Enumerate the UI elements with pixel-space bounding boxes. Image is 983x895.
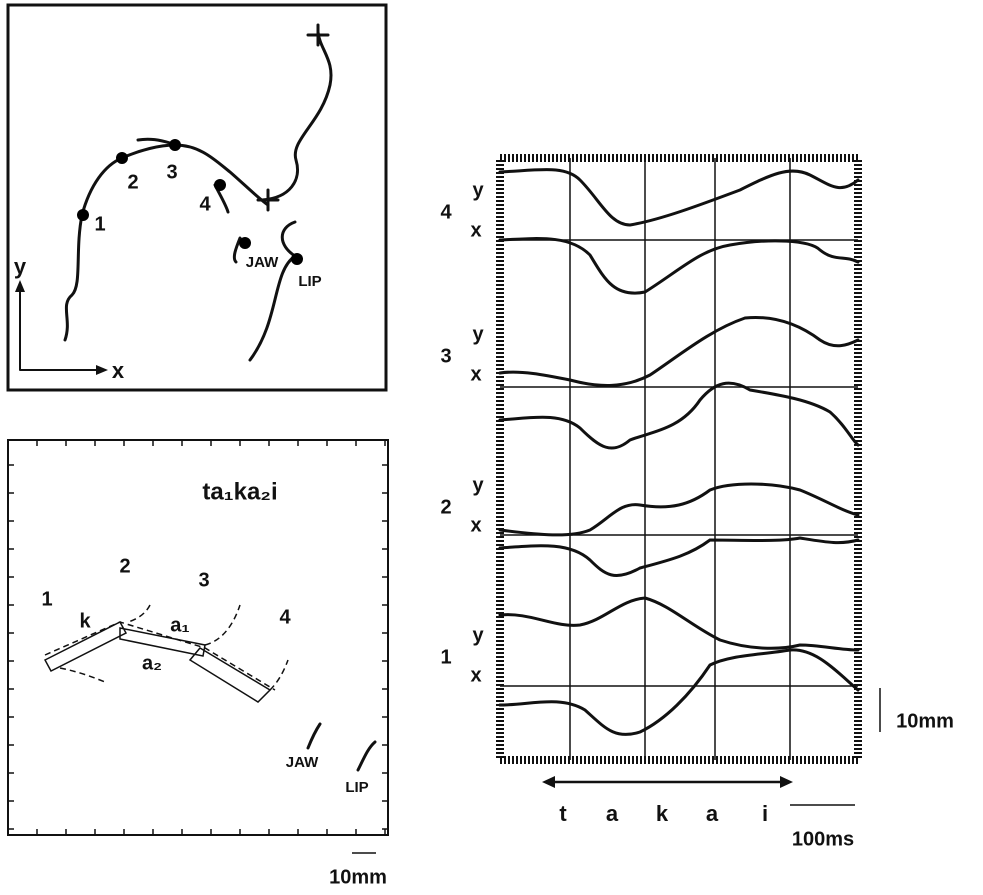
lip-label: LIP bbox=[298, 273, 321, 290]
trace bbox=[500, 538, 858, 576]
phoneme: a bbox=[606, 801, 619, 826]
time-lines bbox=[500, 158, 858, 760]
phoneme: t bbox=[559, 801, 567, 826]
panel-title: ta₁ka₂i bbox=[202, 478, 277, 505]
segment-label: k bbox=[79, 610, 91, 632]
channel-label: 1 bbox=[440, 646, 451, 668]
dot bbox=[169, 139, 181, 151]
lip-curve bbox=[262, 32, 331, 200]
channel-y: y bbox=[472, 474, 484, 496]
trace bbox=[500, 598, 858, 650]
trace bbox=[500, 170, 858, 225]
dot bbox=[214, 179, 226, 191]
page: y x 1 2 3 4 JAW LIP ta₁ka₂i 1 2 3 4 k a₁… bbox=[0, 0, 983, 895]
channel-label: 4 bbox=[440, 201, 452, 223]
channel-y: y bbox=[472, 624, 484, 646]
trace bbox=[500, 484, 858, 535]
dot bbox=[116, 152, 128, 164]
channel-label: 3 bbox=[440, 345, 451, 367]
lip-label: LIP bbox=[345, 779, 368, 796]
arrowheads bbox=[15, 280, 108, 375]
channel-label: 2 bbox=[440, 496, 451, 518]
phoneme: a bbox=[706, 801, 719, 826]
point-label: 4 bbox=[199, 193, 211, 215]
dot bbox=[239, 237, 251, 249]
axis-label: x bbox=[112, 358, 125, 383]
scale-bar bbox=[790, 688, 880, 805]
channel-y: y bbox=[472, 179, 484, 201]
point-label: 3 bbox=[166, 161, 177, 183]
channel-y: y bbox=[472, 323, 484, 345]
jaw-label: JAW bbox=[246, 254, 279, 271]
trace bbox=[500, 239, 858, 294]
ticks bbox=[8, 440, 388, 835]
axes bbox=[20, 290, 98, 370]
channel-x: x bbox=[470, 514, 481, 536]
dot bbox=[77, 209, 89, 221]
figure: y x 1 2 3 4 JAW LIP ta₁ka₂i 1 2 3 4 k a₁… bbox=[0, 0, 983, 895]
panel-frame bbox=[8, 440, 388, 835]
phoneme: k bbox=[656, 801, 669, 826]
axis-label: y bbox=[14, 254, 27, 279]
scale-label: 10mm bbox=[329, 866, 387, 888]
scale-label: 100ms bbox=[792, 828, 854, 850]
point-label: 2 bbox=[127, 171, 138, 193]
segment-label: a₁ bbox=[170, 614, 189, 636]
channel-x: x bbox=[470, 664, 481, 686]
tongue-branch bbox=[138, 139, 228, 212]
channel-x: x bbox=[470, 363, 481, 385]
scale-label: 10mm bbox=[896, 710, 954, 732]
trace bbox=[500, 317, 858, 385]
position-label: 2 bbox=[119, 555, 130, 577]
phoneme: i bbox=[762, 801, 768, 826]
position-label: 3 bbox=[198, 569, 209, 591]
trace-frame bbox=[500, 158, 858, 760]
position-label: 1 bbox=[41, 588, 52, 610]
trace bbox=[500, 650, 858, 735]
trace bbox=[500, 383, 858, 448]
segment-label: a₂ bbox=[142, 652, 162, 674]
tick-marks bbox=[8, 440, 388, 835]
position-label: 4 bbox=[279, 606, 291, 628]
dot bbox=[291, 253, 303, 265]
channel-x: x bbox=[470, 219, 481, 241]
point-label: 1 bbox=[94, 213, 105, 235]
jaw-label: JAW bbox=[286, 754, 319, 771]
